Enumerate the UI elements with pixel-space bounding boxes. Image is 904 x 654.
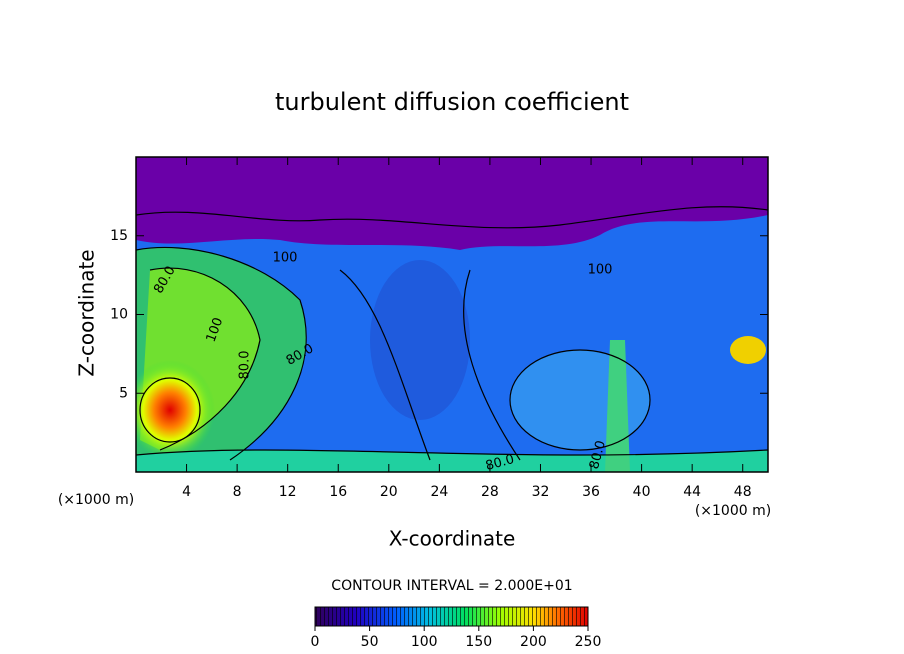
- x-tick-label: 16: [329, 484, 347, 500]
- colorbar-stripes: [315, 607, 588, 626]
- y-axis-label: Z-coordinate: [75, 249, 99, 376]
- colorbar-tick-label: 150: [465, 634, 492, 650]
- x-tick-label: 4: [182, 484, 191, 500]
- contour-label: 100: [588, 263, 613, 278]
- contour-label: 80.0: [587, 439, 609, 471]
- x-tick-label: 40: [633, 484, 651, 500]
- x-tick-label: 28: [481, 484, 499, 500]
- contour-field: [136, 157, 768, 472]
- contour-label: 80.0: [484, 452, 516, 474]
- contour-label: 100: [273, 251, 298, 266]
- x-tick-label: 12: [279, 484, 297, 500]
- colorbar-tick-label: 100: [411, 634, 438, 650]
- y-tick-label: 5: [119, 385, 128, 401]
- x-tick-label: 8: [233, 484, 242, 500]
- contour-label: 80.0: [238, 351, 253, 380]
- x-unit-right: (×1000 m): [695, 503, 771, 519]
- colorbar-tick-label: 0: [311, 634, 320, 650]
- contour-interval: CONTOUR INTERVAL = 2.000E+01: [331, 578, 572, 594]
- x-axis-label: X-coordinate: [389, 527, 516, 551]
- x-tick-label: 24: [430, 484, 448, 500]
- x-unit-left: (×1000 m): [58, 492, 134, 508]
- x-tick-label: 32: [532, 484, 550, 500]
- chart-title: turbulent diffusion coefficient: [275, 88, 629, 116]
- x-tick-label: 20: [380, 484, 398, 500]
- x-tick-label: 48: [734, 484, 752, 500]
- y-tick-label: 10: [110, 307, 128, 323]
- colorbar-tick-label: 250: [575, 634, 602, 650]
- colorbar-frame: [314, 606, 589, 627]
- colorbar-tick-label: 200: [520, 634, 547, 650]
- y-tick-label: 15: [110, 228, 128, 244]
- colorbar-tick-label: 50: [361, 634, 379, 650]
- x-tick-label: 36: [582, 484, 600, 500]
- x-tick-label: 44: [683, 484, 701, 500]
